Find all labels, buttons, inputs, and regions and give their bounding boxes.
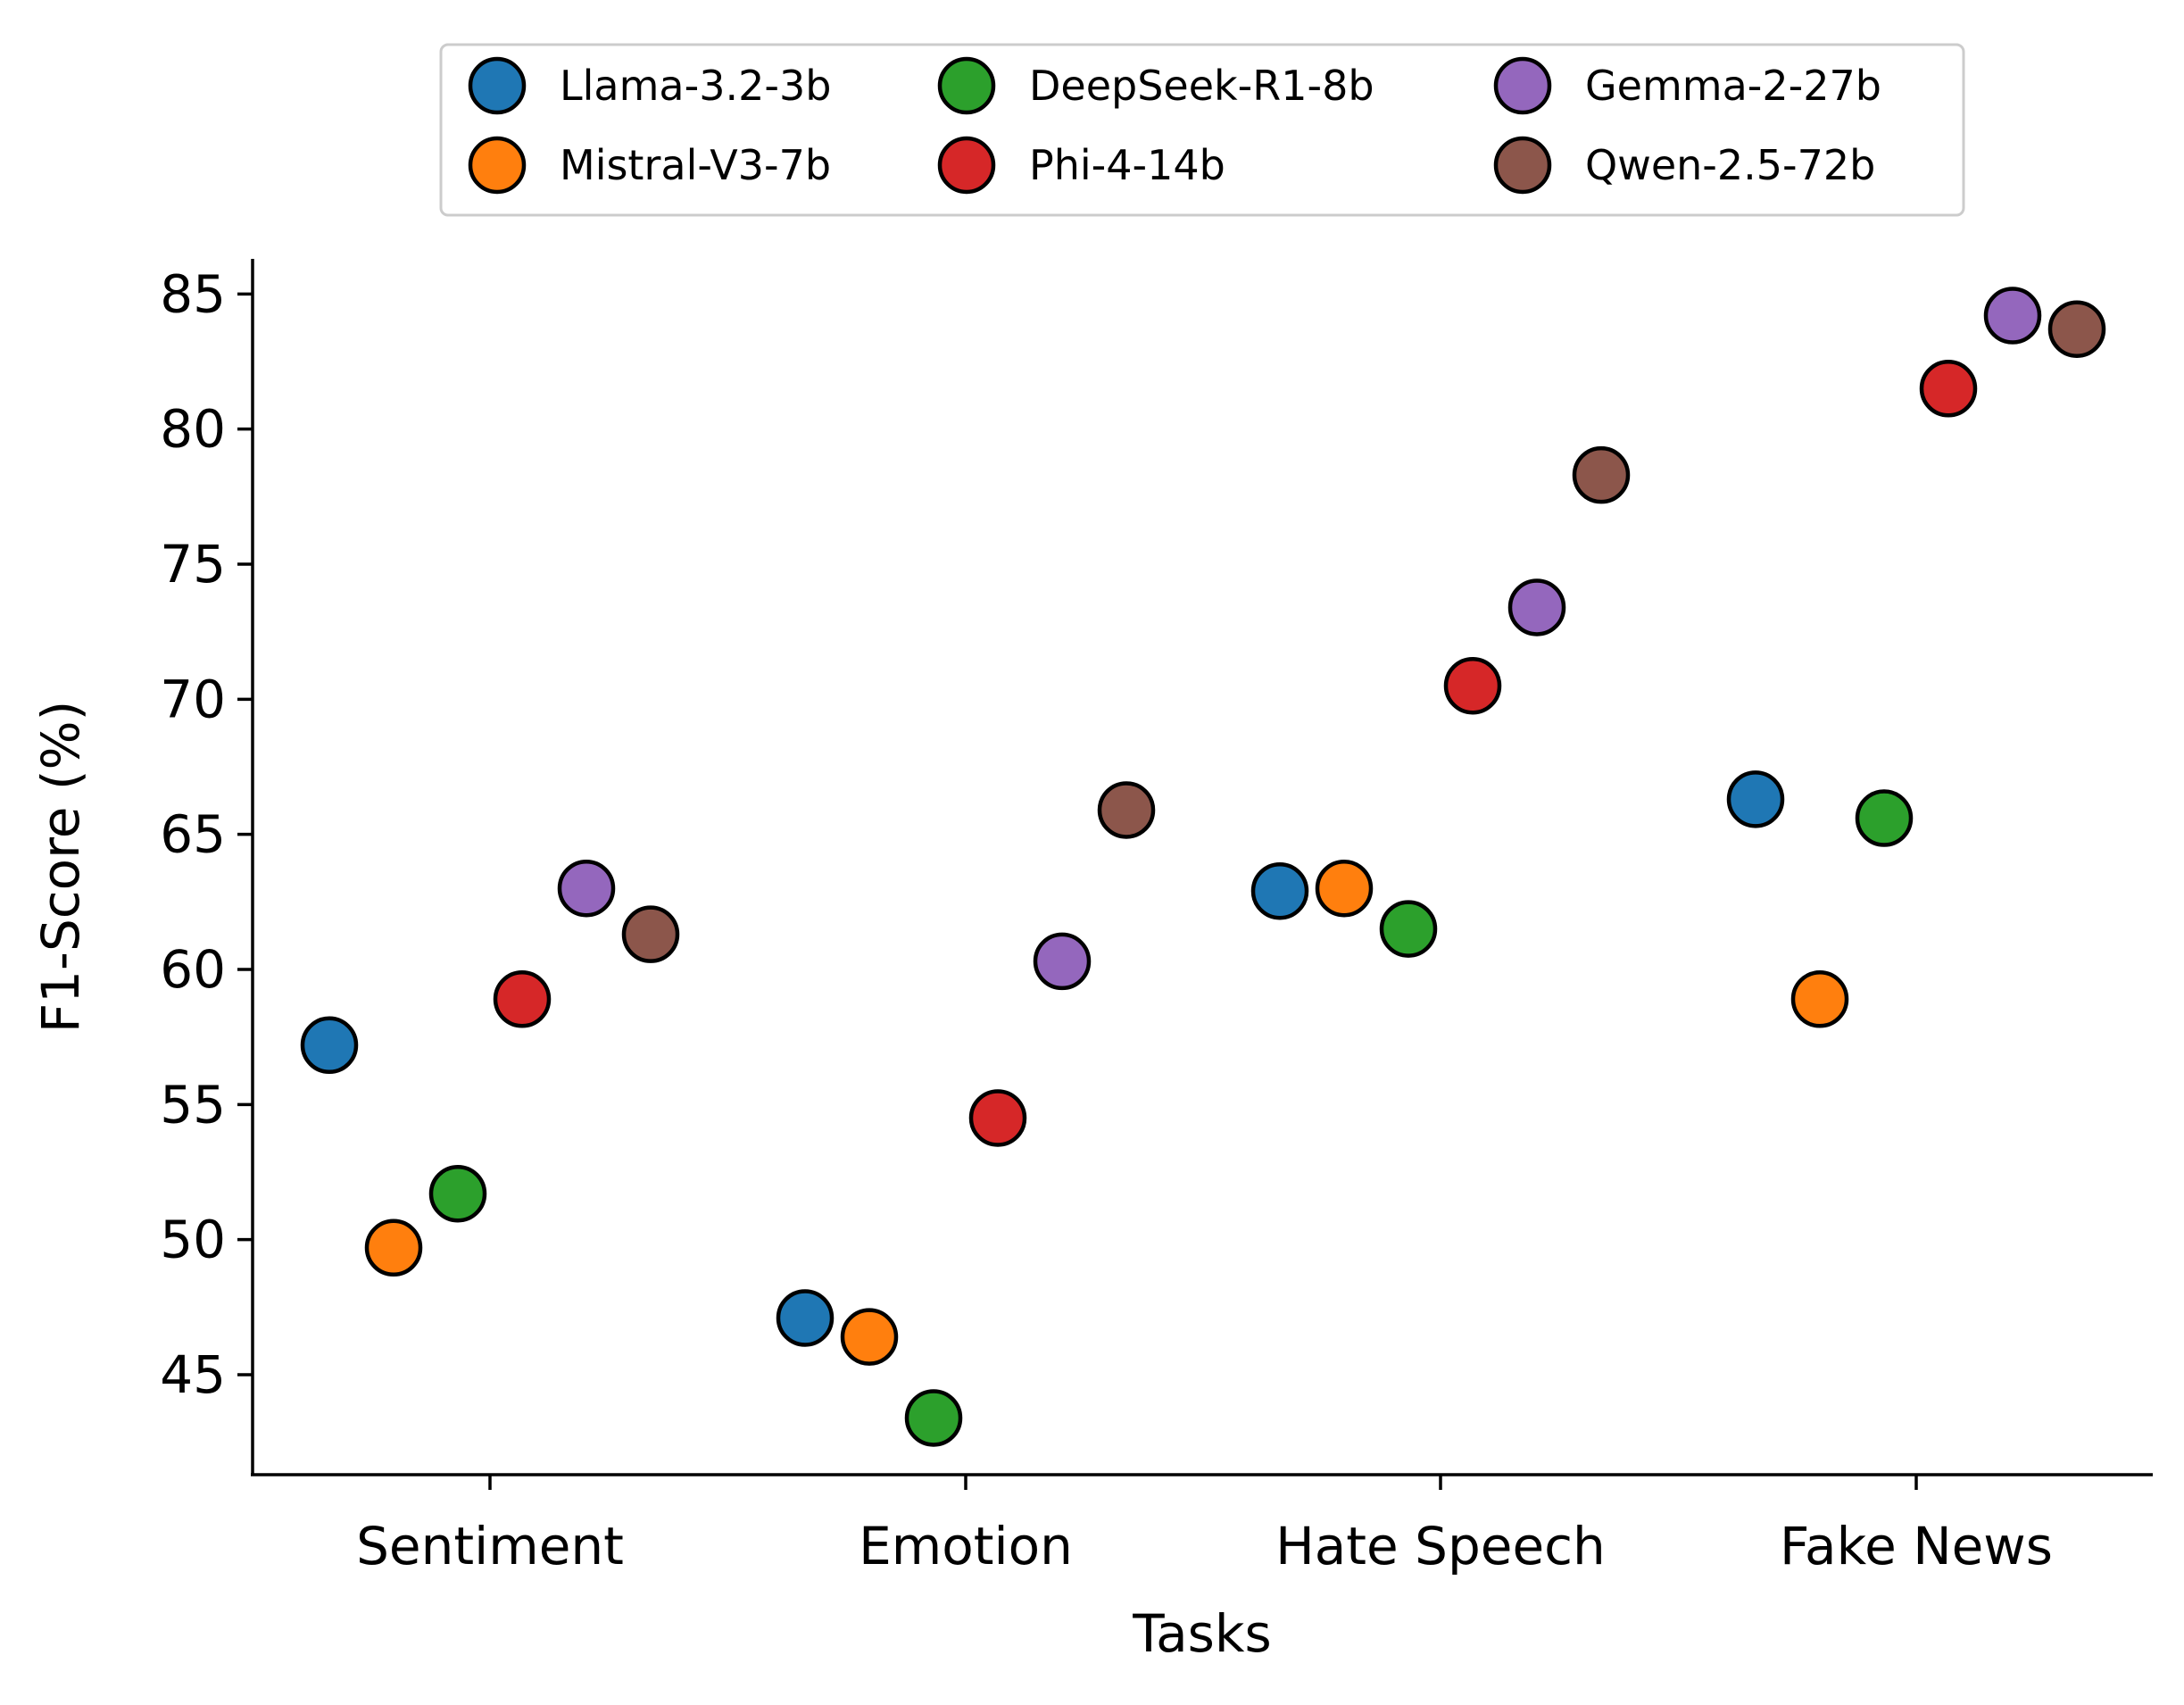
data-point [776, 1289, 835, 1347]
data-point [2047, 300, 2106, 358]
y-ticks: 45 50 55 60 65 70 75 80 85 [160, 263, 253, 1405]
legend-label: Mistral-V3-7b [560, 141, 831, 189]
x-ticks: Sentiment Emotion Hate Speech Fake News [356, 1475, 2053, 1576]
data-point [840, 1308, 899, 1366]
data-point [1726, 770, 1785, 828]
data-point [1983, 287, 2042, 345]
legend-marker [468, 56, 527, 115]
legend-label: Gemma-2-27b [1585, 62, 1881, 110]
legend-marker [1493, 136, 1552, 195]
data-point [1507, 578, 1566, 636]
x-tick-label: Hate Speech [1275, 1516, 1606, 1576]
legend-frame [439, 43, 1965, 217]
data-point [428, 1164, 487, 1223]
data-point [300, 1016, 359, 1075]
legend-label: Phi-4-14b [1029, 141, 1225, 189]
y-axis-title: F1-Score (%) [30, 701, 91, 1033]
y-tick-label: 80 [160, 399, 226, 460]
y-tick-label: 65 [160, 804, 226, 865]
data-point [493, 970, 552, 1028]
legend-marker [937, 136, 996, 195]
data-point [1379, 900, 1438, 958]
data-point [1097, 781, 1156, 839]
data-point [1033, 932, 1092, 991]
y-tick-label: 45 [160, 1344, 226, 1405]
data-point [557, 859, 616, 918]
data-point [1443, 656, 1502, 715]
legend-label: Llama-3.2-3b [560, 62, 831, 110]
data-point [364, 1218, 423, 1277]
data-point [968, 1089, 1027, 1147]
y-tick-label: 50 [160, 1210, 226, 1270]
data-point [1919, 360, 1978, 418]
legend-marker [468, 136, 527, 195]
data-point [1572, 445, 1631, 504]
data-point [1250, 861, 1309, 920]
data-point [1790, 970, 1849, 1028]
legend-label: Qwen-2.5-72b [1585, 141, 1875, 189]
legend-label: DeepSeek-R1-8b [1029, 62, 1374, 110]
x-tick-label: Emotion [859, 1516, 1073, 1576]
data-point [1855, 789, 1914, 847]
y-tick-label: 60 [160, 939, 226, 1000]
x-tick-label: Fake News [1780, 1516, 2053, 1576]
data-point [1315, 859, 1374, 918]
y-tick-label: 75 [160, 534, 226, 595]
legend-marker [937, 56, 996, 115]
data-point [904, 1389, 963, 1447]
x-axis-title: Tasks [1132, 1603, 1271, 1664]
legend-marker [1493, 56, 1552, 115]
data-point [621, 905, 680, 963]
legend: Llama-3.2-3b Mistral-V3-7b DeepSeek-R1-8b P… [439, 43, 1965, 217]
data-points [300, 287, 2106, 1447]
y-tick-label: 70 [160, 669, 226, 729]
x-tick-label: Sentiment [356, 1516, 624, 1576]
y-tick-label: 55 [160, 1074, 226, 1135]
y-tick-label: 85 [160, 263, 226, 324]
